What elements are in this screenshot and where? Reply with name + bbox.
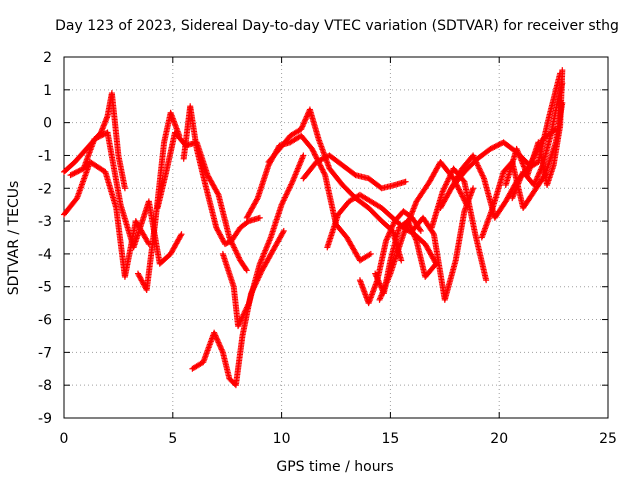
x-tick-label: 20 xyxy=(490,431,508,447)
series-track-8 xyxy=(219,152,307,330)
y-tick-label: -1 xyxy=(38,148,52,164)
data-marks xyxy=(61,67,566,389)
series-track-9 xyxy=(243,132,374,264)
y-tick-label: 1 xyxy=(43,83,52,99)
y-tick-label: -8 xyxy=(38,378,52,394)
y-tick-label: -2 xyxy=(38,181,52,197)
y-tick-label: 2 xyxy=(43,50,52,66)
series-track-11 xyxy=(300,152,409,192)
y-tick-label: -4 xyxy=(38,247,52,263)
x-tick-label: 0 xyxy=(60,431,69,447)
y-tick-label: -6 xyxy=(38,313,52,329)
x-tick-label: 10 xyxy=(273,431,291,447)
series-track-15 xyxy=(376,159,470,303)
series-track-5 xyxy=(154,129,250,274)
y-tick-label: -7 xyxy=(38,345,52,361)
y-tick-label: -5 xyxy=(38,280,52,296)
y-tick-label: -3 xyxy=(38,214,52,230)
y-tick-label: -9 xyxy=(38,411,52,427)
series-track-6 xyxy=(180,103,263,248)
x-tick-label: 5 xyxy=(168,431,177,447)
y-tick-label: 0 xyxy=(43,116,52,132)
ticks: 0 5 10 15 20 25 -9 -8 -7 -6 -5 -4 -3 -2 -1 0 1 2 xyxy=(38,50,617,447)
x-tick-label: 15 xyxy=(381,431,399,447)
series-track-3 xyxy=(67,129,185,267)
x-tick-label: 25 xyxy=(599,431,617,447)
plot-frame xyxy=(63,56,609,419)
chart-title: Day 123 of 2023, Sidereal Day-to-day VTE… xyxy=(55,18,619,34)
series-track-2 xyxy=(61,159,152,280)
series-track-16 xyxy=(409,185,477,303)
